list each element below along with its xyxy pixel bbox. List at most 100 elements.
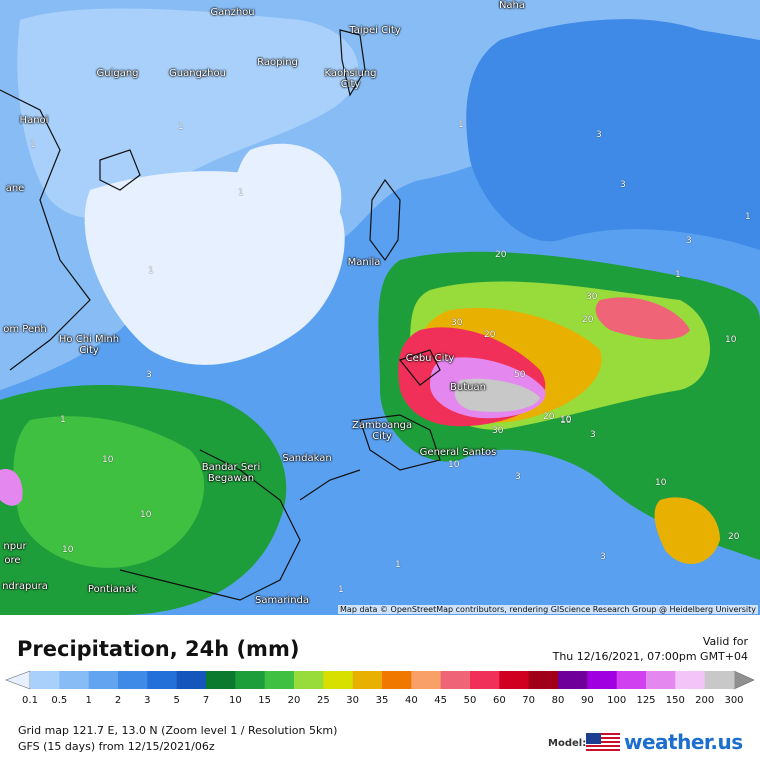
colorbar-segment — [382, 671, 412, 689]
contour-label: 1 — [338, 585, 344, 595]
title: Precipitation, 24h (mm) — [17, 637, 300, 661]
contour-label: 10 — [448, 460, 460, 470]
colorbar-label: 15 — [258, 695, 271, 706]
colorbar-segment — [294, 671, 324, 689]
colorbar-label: 100 — [607, 695, 626, 706]
contour-label: 1 — [178, 122, 184, 132]
valid-time: Thu 12/16/2021, 07:00pm GMT+04 — [552, 650, 748, 663]
colorbar-segment — [30, 671, 60, 689]
colorbar-label: 25 — [317, 695, 330, 706]
contour-label: 20 — [728, 532, 740, 542]
colorbar-label: 45 — [434, 695, 447, 706]
colorbar-label: 10 — [229, 695, 242, 706]
map: Map data © OpenStreetMap contributors, r… — [0, 0, 760, 615]
contour-label: 10 — [560, 415, 572, 425]
city-label: Zamboanga City — [352, 420, 413, 442]
valid-label: Valid for — [702, 635, 748, 648]
contour-label: 10 — [655, 478, 667, 488]
contour-label: 30 — [586, 292, 598, 302]
city-label: Butuan — [450, 382, 486, 393]
colorbar-segment — [470, 671, 500, 689]
contour-label: 3 — [596, 130, 602, 140]
colorbar-label: 3 — [144, 695, 150, 706]
colorbar-label: 80 — [552, 695, 565, 706]
contour-label: 20 — [484, 330, 496, 340]
map-shading — [0, 0, 760, 615]
colorbar-label: 300 — [724, 695, 743, 706]
city-label: om Penh — [3, 324, 47, 335]
colorbar-segment — [88, 671, 119, 689]
colorbar-low — [5, 670, 31, 690]
contour-label: 3 — [146, 370, 152, 380]
colorbar-segment — [118, 671, 148, 689]
city-label: Ho Chi Minh City — [58, 334, 120, 356]
city-label: Samarinda — [254, 595, 310, 606]
city-label: Bandar Seri Begawan — [201, 462, 261, 484]
footer: Precipitation, 24h (mm) Valid for Thu 12… — [0, 615, 760, 760]
grid-info: Grid map 121.7 E, 13.0 N (Zoom level 1 /… — [18, 724, 338, 737]
contour-label: 1 — [238, 188, 244, 198]
city-label: npur — [3, 541, 27, 552]
colorbar-label: 90 — [581, 695, 594, 706]
contour-label: 50 — [514, 370, 526, 380]
contour-label: 3 — [515, 472, 521, 482]
contour-label: 10 — [560, 416, 572, 426]
city-label: General Santos — [419, 447, 497, 458]
colorbar-label: 35 — [376, 695, 389, 706]
city-label: Guangzhou — [169, 68, 226, 79]
colorbar-segment — [587, 671, 618, 689]
colorbar-segment — [499, 671, 530, 689]
city-label: Hanoi — [19, 115, 49, 126]
city-label: Naha — [498, 0, 526, 11]
colorbar-segment — [352, 671, 383, 689]
colorbar-segment — [235, 671, 266, 689]
colorbar-segment — [440, 671, 471, 689]
city-label: Sandakan — [282, 453, 332, 464]
colorbar-segment — [528, 671, 559, 689]
attribution: Map data © OpenStreetMap contributors, r… — [338, 605, 758, 614]
city-label: Pontianak — [87, 584, 138, 595]
city-label: Taipei City — [349, 25, 401, 36]
contour-label: 1 — [30, 140, 36, 150]
contour-label: 3 — [600, 552, 606, 562]
contour-label: 10 — [140, 510, 152, 520]
colorbar-segment — [646, 671, 676, 689]
contour-label: 20 — [543, 412, 555, 422]
colorbar-label: 20 — [288, 695, 301, 706]
colorbar-segment — [616, 671, 647, 689]
city-label: Ganzhou — [210, 7, 255, 18]
colorbar-label: 1 — [85, 695, 91, 706]
colorbar-segment — [176, 671, 207, 689]
colorbar-segment — [323, 671, 354, 689]
city-label: Cebu City — [405, 353, 455, 364]
contour-label: 3 — [590, 430, 596, 440]
contour-label: 20 — [582, 315, 594, 325]
model-info: GFS (15 days) from 12/15/2021/06z — [18, 740, 215, 753]
contour-label: 10 — [62, 545, 74, 555]
contour-label: 1 — [745, 212, 751, 222]
colorbar-label: 125 — [636, 695, 655, 706]
colorbar-label: 60 — [493, 695, 506, 706]
model-label: Model: — [548, 738, 587, 749]
city-label: Kaohsiung City — [324, 68, 377, 90]
contour-label: 1 — [395, 560, 401, 570]
colorbar-label: 150 — [666, 695, 685, 706]
colorbar: 0.1 0.5 1 2 3 5 7 10 15 20 25 30 35 40 45 50 60 70 80 90 100… — [5, 670, 755, 706]
colorbar-label: 40 — [405, 695, 418, 706]
colorbar-segment — [59, 671, 90, 689]
city-label: Guigang — [96, 68, 139, 79]
contour-label: 10 — [102, 455, 114, 465]
contour-label: 30 — [451, 318, 463, 328]
colorbar-label: 200 — [695, 695, 714, 706]
colorbar-segment — [147, 671, 178, 689]
colorbar-label: 0.5 — [51, 695, 67, 706]
colorbar-high — [733, 670, 755, 690]
colorbar-segment — [411, 671, 442, 689]
colorbar-label: 5 — [173, 695, 179, 706]
colorbar-label: 30 — [346, 695, 359, 706]
colorbar-label: 7 — [203, 695, 209, 706]
colorbar-segment — [206, 671, 236, 689]
city-label: Raoping — [257, 57, 298, 68]
contour-label: 10 — [725, 335, 737, 345]
